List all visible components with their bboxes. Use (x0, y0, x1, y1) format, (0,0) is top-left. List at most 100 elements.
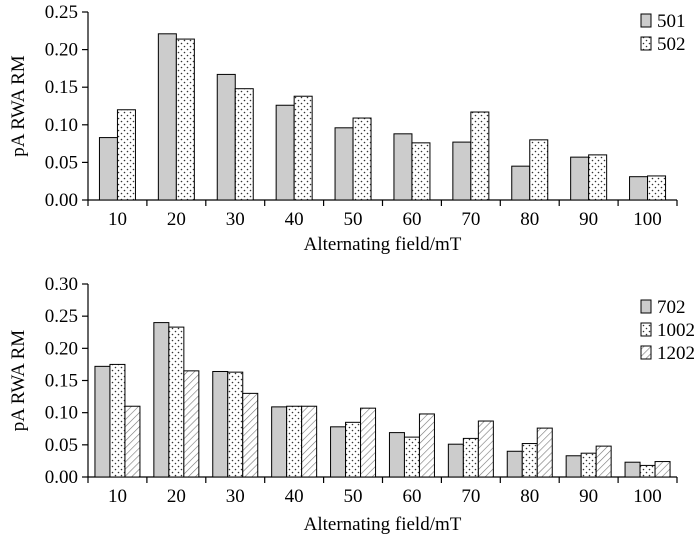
x-tick-label: 80 (520, 486, 539, 507)
bar-501-20 (157, 33, 177, 201)
x-tick-label: 20 (167, 486, 186, 507)
bar-1202-90 (595, 445, 612, 478)
x-tick-label: 10 (108, 486, 127, 507)
bar-702-30 (212, 370, 229, 478)
bar-502-90 (588, 154, 608, 201)
bar-702-70 (447, 443, 464, 478)
bar-1002-60 (403, 436, 420, 478)
bar-501-100 (629, 176, 649, 201)
y-tick-label: 0.05 (45, 435, 78, 456)
bar-702-20 (153, 322, 170, 478)
bar-1202-60 (418, 413, 435, 478)
x-tick-label: 80 (520, 209, 539, 230)
legend-swatch-702 (640, 299, 652, 314)
legend-label-1002: 1002 (657, 320, 695, 341)
bar-1202-70 (477, 420, 494, 478)
bar-1002-40 (286, 405, 303, 478)
bar-702-40 (271, 406, 288, 478)
x-tick-label: 40 (285, 209, 304, 230)
bar-501-80 (511, 165, 531, 201)
x-axis-label: Alternating field/mT (304, 234, 462, 255)
x-tick-label: 90 (579, 486, 598, 507)
bar-1002-10 (109, 363, 126, 478)
bar-501-50 (334, 127, 354, 201)
y-tick-label: 0.10 (45, 403, 78, 424)
y-tick-label: 0.10 (45, 115, 78, 136)
x-tick-label: 30 (226, 486, 245, 507)
bar-502-80 (529, 139, 549, 201)
bar-1202-30 (242, 392, 259, 478)
y-tick-label: 0.25 (45, 306, 78, 327)
bar-502-50 (352, 117, 372, 201)
y-tick-label: 0.15 (45, 371, 78, 392)
x-tick-label: 50 (344, 486, 363, 507)
bar-502-40 (293, 95, 313, 201)
x-tick-label: 20 (167, 209, 186, 230)
x-tick-label: 30 (226, 209, 245, 230)
legend-swatch-1202 (640, 345, 652, 360)
bar-502-30 (234, 88, 254, 201)
bar-702-50 (330, 426, 347, 478)
bar-1202-50 (360, 407, 377, 478)
bar-1002-90 (580, 452, 597, 478)
chart-panel-bottom: 0.00 0.05 0.10 0.15 0.20 0.25 0.30 10 20 30 40 50 60… (8, 274, 695, 535)
legend-label-501: 501 (657, 11, 686, 32)
y-tick-label: 0.15 (45, 77, 78, 98)
bar-501-40 (275, 104, 295, 201)
bar-502-60 (411, 142, 431, 201)
bar-1002-70 (462, 437, 479, 478)
x-tick-label: 60 (402, 209, 421, 230)
bar-501-60 (393, 133, 413, 201)
bar-1002-50 (345, 421, 362, 478)
bar-501-90 (570, 156, 590, 201)
x-tick-label: 10 (108, 209, 127, 230)
x-tick-label: 70 (461, 209, 480, 230)
y-tick-label: 0.25 (45, 2, 78, 23)
bar-1002-80 (521, 443, 538, 478)
y-tick-label: 0.20 (45, 338, 78, 359)
x-tick-label: 100 (633, 209, 662, 230)
bar-1202-20 (183, 370, 200, 478)
bar-702-80 (506, 450, 523, 478)
y-tick-label: 0.05 (45, 152, 78, 173)
legend-swatch-1002 (640, 322, 652, 337)
y-tick-label: 0.00 (45, 190, 78, 211)
x-tick-label: 40 (285, 486, 304, 507)
x-tick-label: 70 (461, 486, 480, 507)
bar-502-70 (470, 111, 490, 201)
bar-502-100 (647, 175, 667, 201)
bar-702-10 (94, 365, 111, 478)
y-axis-label: pA RWA RM (8, 330, 29, 431)
bar-702-90 (565, 455, 582, 478)
legend-swatch-501 (640, 13, 652, 28)
bar-1002-100 (639, 464, 656, 478)
x-tick-label: 50 (344, 209, 363, 230)
bar-502-20 (175, 38, 195, 201)
bar-1202-100 (654, 461, 671, 478)
x-tick-label: 100 (633, 486, 662, 507)
bar-1202-80 (536, 427, 553, 478)
y-axis-label: pA RWA RM (8, 55, 29, 156)
legend-label-502: 502 (657, 34, 686, 55)
chart-panel-top: 0.00 0.05 0.10 0.15 0.20 0.25 10 20 30 40 50 60 70 80… (8, 2, 686, 255)
x-axis-label: Alternating field/mT (304, 514, 462, 535)
bar-501-70 (452, 141, 472, 201)
bar-702-100 (624, 461, 641, 478)
y-tick-label: 0.20 (45, 40, 78, 61)
legend-label-1202: 1202 (657, 343, 695, 364)
bar-501-30 (216, 73, 236, 201)
y-tick-label: 0.00 (45, 467, 78, 488)
bar-501-10 (98, 137, 118, 201)
x-tick-label: 90 (579, 209, 598, 230)
bar-502-10 (116, 109, 136, 201)
bar-702-60 (388, 432, 405, 478)
x-tick-label: 60 (402, 486, 421, 507)
y-tick-label: 0.30 (45, 274, 78, 295)
bar-1202-10 (124, 405, 141, 478)
bar-1002-30 (227, 371, 244, 478)
legend-swatch-502 (640, 36, 652, 51)
